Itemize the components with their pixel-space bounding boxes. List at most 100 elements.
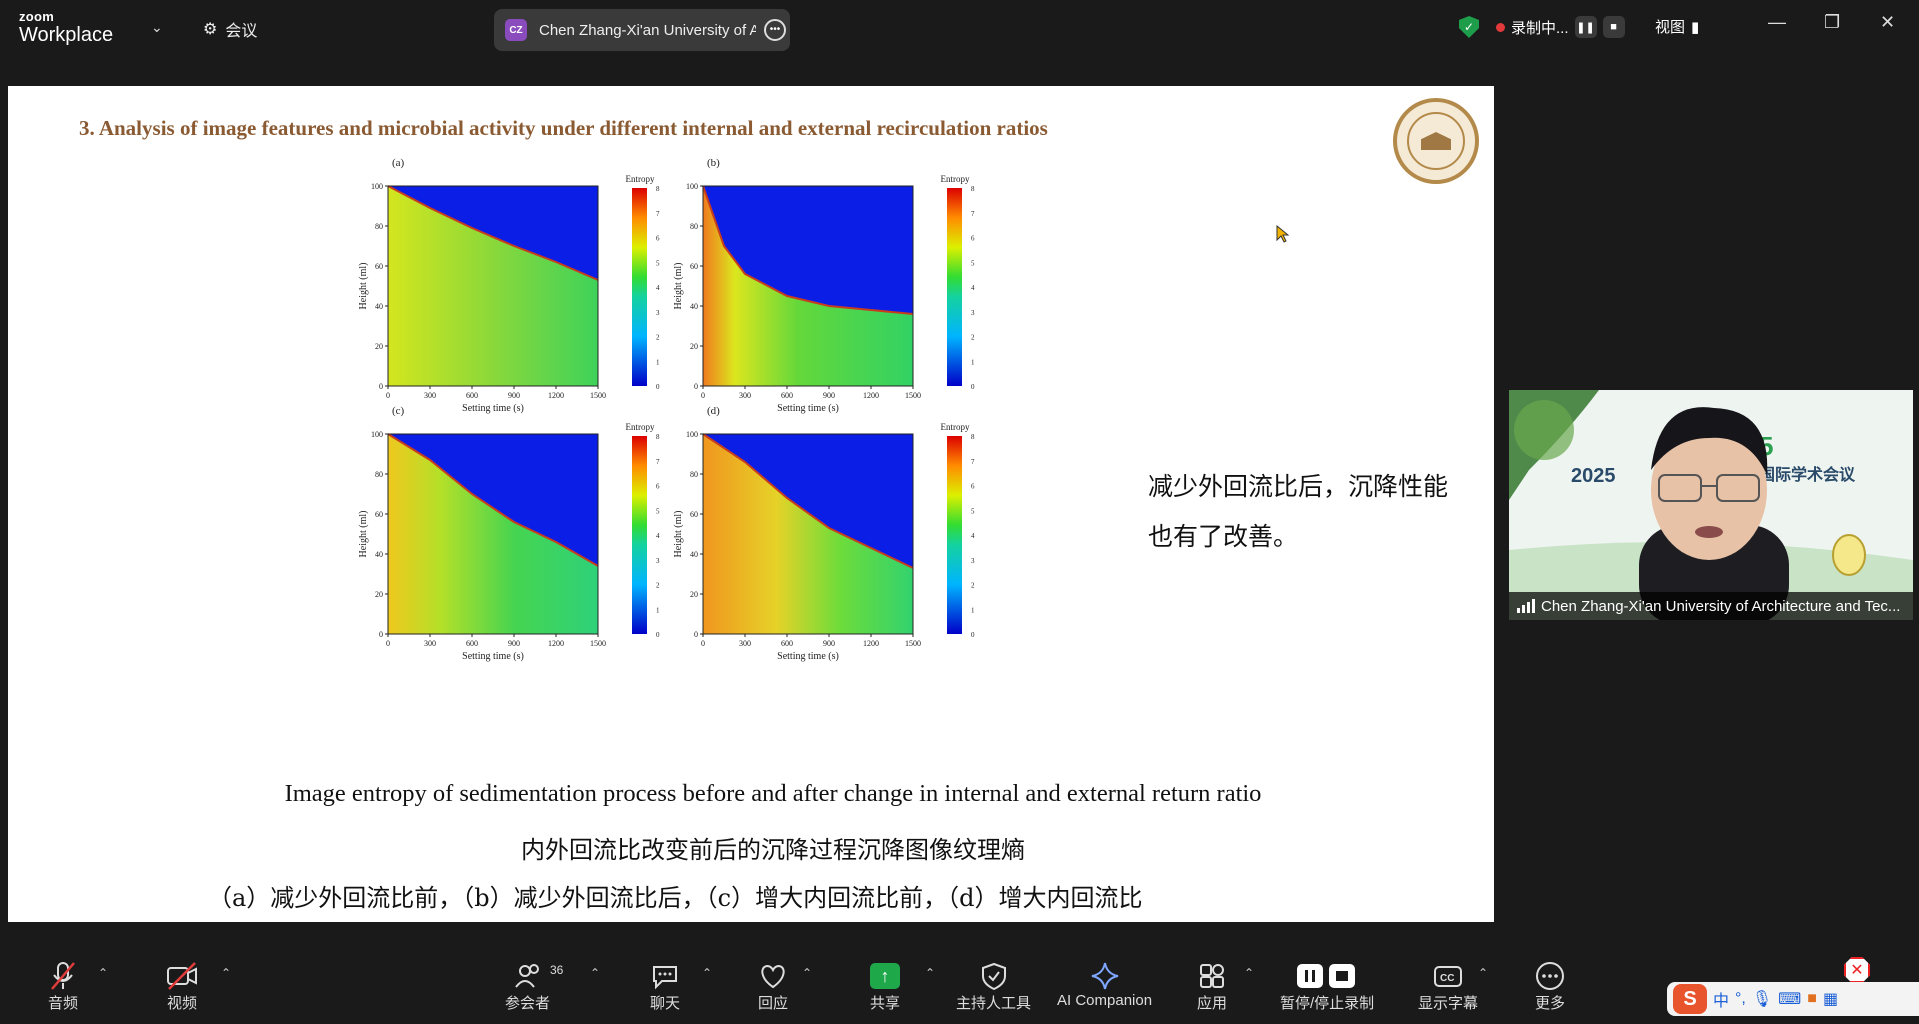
colorbar-tick-label: 0 xyxy=(971,383,975,391)
stop-record-button[interactable]: ■ xyxy=(1602,16,1625,38)
audio-label: 音频 xyxy=(48,995,79,1012)
ai-companion-button[interactable]: AI Companion xyxy=(1057,960,1152,1009)
colorbar-tick-label: 5 xyxy=(656,507,660,515)
colorbar-label: Entropy xyxy=(941,422,970,432)
chat-button[interactable]: 聊天 xyxy=(650,960,680,1013)
end-meeting-icon[interactable]: ✕ xyxy=(1844,957,1870,983)
host-tools-button[interactable]: 主持人工具 xyxy=(956,960,1031,1013)
colorbar-tick-label: 1 xyxy=(971,358,975,366)
colorbar-tick-label: 8 xyxy=(656,185,660,193)
security-shield-icon[interactable]: ✓ xyxy=(1459,16,1479,38)
skin-icon[interactable]: ■ xyxy=(1807,990,1817,1007)
toolbox-icon[interactable]: ▦ xyxy=(1822,991,1839,1008)
x-tick-label: 1200 xyxy=(548,391,564,400)
caption-chinese: 内外回流比改变前后的沉降过程沉降图像纹理熵 xyxy=(521,836,1025,864)
y-axis-label: Height (ml) xyxy=(358,263,369,310)
participant-video[interactable]: 2025 国际学术会议 5 xyxy=(1509,390,1913,620)
host-shield-icon xyxy=(979,960,1009,992)
interface-line xyxy=(702,185,914,315)
camera-off-icon xyxy=(165,960,199,992)
share-options-caret[interactable]: ⌃ xyxy=(925,966,936,980)
meeting-tab[interactable]: CZ Chen Zhang-Xi'an University of A ••• xyxy=(494,9,790,51)
x-tick-label: 1500 xyxy=(905,391,921,400)
plot-frame xyxy=(702,185,914,387)
colorbar xyxy=(947,188,962,386)
x-tick-label: 900 xyxy=(823,391,835,400)
plot-frame xyxy=(387,433,599,635)
video-button[interactable]: 视频 xyxy=(165,960,199,1013)
participants-button[interactable]: 参会者 xyxy=(505,960,550,1013)
x-tick-label: 0 xyxy=(386,391,390,400)
more-icon[interactable]: ••• xyxy=(764,19,786,41)
panel-label: (a) xyxy=(392,157,405,169)
x-tick-label: 600 xyxy=(466,639,478,648)
y-tick-label: 60 xyxy=(690,262,698,271)
restore-button[interactable]: ❐ xyxy=(1824,12,1841,32)
meeting-toolbar: 音频 ⌃ 视频 ⌃ 参会者 36 ⌃ 聊天 ⌃ 回应 ⌃ ↑ 共享 ⌃ xyxy=(0,946,1919,1024)
participant-name-bar: Chen Zhang-Xi'an University of Architect… xyxy=(1509,592,1913,620)
panel-label: (b) xyxy=(707,157,720,169)
x-tick-label: 0 xyxy=(386,639,390,648)
x-tick-label: 600 xyxy=(781,391,793,400)
shared-slide: 3. Analysis of image features and microb… xyxy=(8,86,1494,922)
video-frame: 2025 国际学术会议 5 xyxy=(1509,390,1913,620)
view-menu[interactable]: 视图 ▮ xyxy=(1655,16,1699,37)
close-button[interactable]: ✕ xyxy=(1880,12,1896,32)
colorbar-label: Entropy xyxy=(626,174,655,184)
ime-lang[interactable]: 中 xyxy=(1713,993,1730,1010)
y-tick-label: 40 xyxy=(690,302,698,311)
voice-input-icon[interactable]: 🎙 xyxy=(1751,991,1773,1008)
colorbar xyxy=(632,436,647,634)
audio-options-caret[interactable]: ⌃ xyxy=(98,966,109,980)
colorbar-tick-label: 6 xyxy=(971,235,975,243)
colorbar-tick-label: 4 xyxy=(656,284,660,292)
colorbar-tick-label: 2 xyxy=(971,582,975,590)
y-tick-label: 0 xyxy=(379,630,383,639)
share-button[interactable]: ↑ 共享 xyxy=(870,960,900,1013)
x-axis-label: Setting time (s) xyxy=(462,651,524,662)
audio-button[interactable]: 音频 xyxy=(48,960,78,1013)
colorbar-tick-label: 3 xyxy=(971,557,975,565)
ime-toolbar[interactable]: S 中 °, 🎙 ⌨ ■ ▦ xyxy=(1667,982,1919,1016)
y-tick-label: 20 xyxy=(375,590,383,599)
punctuation-icon[interactable]: °, xyxy=(1735,990,1746,1007)
x-tick-label: 300 xyxy=(424,639,436,648)
apps-button[interactable]: 应用 xyxy=(1197,960,1227,1013)
mouse-pointer-icon xyxy=(1276,224,1290,248)
participants-options-caret[interactable]: ⌃ xyxy=(590,966,601,980)
svg-text:CC: CC xyxy=(1440,973,1454,984)
captions-button[interactable]: CC 显示字幕 xyxy=(1418,960,1478,1013)
x-tick-label: 1500 xyxy=(590,639,606,648)
captions-options-caret[interactable]: ⌃ xyxy=(1478,966,1489,980)
panel-label: (d) xyxy=(707,405,720,417)
pause-stop-record-button[interactable]: 暂停/停止录制 xyxy=(1280,960,1374,1013)
y-tick-label: 100 xyxy=(686,182,698,191)
pause-record-button[interactable]: ❚❚ xyxy=(1574,16,1597,38)
x-tick-label: 1500 xyxy=(590,391,606,400)
cc-icon: CC xyxy=(1432,960,1464,992)
react-label: 回应 xyxy=(758,995,789,1012)
colorbar-tick-label: 8 xyxy=(971,185,975,193)
more-button[interactable]: 更多 xyxy=(1535,960,1565,1013)
sparkle-icon xyxy=(1090,960,1120,992)
chevron-down-icon[interactable]: ⌄ xyxy=(151,19,163,35)
more-label: 更多 xyxy=(1535,995,1566,1012)
apps-options-caret[interactable]: ⌃ xyxy=(1244,966,1255,980)
video-options-caret[interactable]: ⌃ xyxy=(221,966,232,980)
chat-icon xyxy=(650,960,680,992)
interface-line xyxy=(702,433,914,569)
colorbar-label: Entropy xyxy=(941,174,970,184)
colorbar-tick-label: 4 xyxy=(971,284,975,292)
keyboard-icon[interactable]: ⌨ xyxy=(1778,991,1802,1008)
paw-icon: ⚙ xyxy=(203,21,218,38)
chat-options-caret[interactable]: ⌃ xyxy=(702,966,713,980)
colorbar-tick-label: 8 xyxy=(656,433,660,441)
banner-text: 国际学术会议 xyxy=(1759,465,1856,484)
react-button[interactable]: 回应 xyxy=(758,960,788,1013)
meeting-menu[interactable]: ⚙ 会议 xyxy=(203,17,257,41)
recording-indicator: 录制中... ❚❚ ■ xyxy=(1496,16,1625,38)
minimize-button[interactable]: — xyxy=(1768,12,1786,32)
react-options-caret[interactable]: ⌃ xyxy=(802,966,813,980)
colorbar-tick-label: 1 xyxy=(656,358,660,366)
